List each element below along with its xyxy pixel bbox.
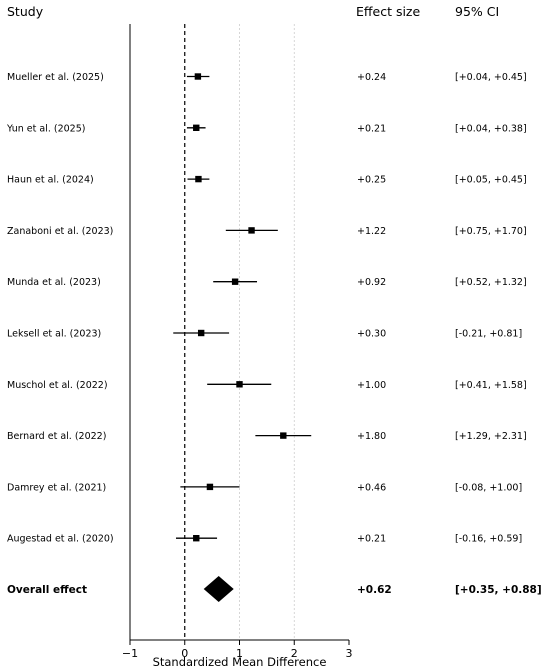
x-axis-ticks: −1 0 1 2 3 — [122, 640, 353, 660]
study-row: Munda et al. (2023) +0.92 [+0.52, +1.32] — [7, 277, 527, 288]
x-tick-label: 2 — [291, 647, 298, 660]
effect-size-value: +0.25 — [357, 175, 386, 186]
ci-column-header: 95% CI — [455, 4, 499, 19]
effect-point-marker — [195, 175, 202, 183]
effect-size-column-header: Effect size — [356, 4, 420, 19]
effect-size-value: +0.46 — [357, 482, 386, 493]
effect-size-value: +1.80 — [357, 431, 386, 442]
x-tick-label: 0 — [181, 647, 188, 660]
effect-point-marker — [248, 227, 255, 234]
study-name: Bernard et al. (2022) — [7, 431, 106, 442]
ci-value: [+0.75, +1.70] — [455, 226, 527, 237]
study-row: Haun et al. (2024) +0.25 [+0.05, +0.45] — [7, 175, 527, 186]
x-axis-title: Standardized Mean Difference — [153, 655, 327, 669]
study-name: Munda et al. (2023) — [7, 277, 101, 288]
study-row: Mueller et al. (2025) +0.24 [+0.04, +0.45] — [7, 72, 527, 83]
effect-size-value: +1.22 — [357, 226, 386, 237]
effect-point-marker — [206, 483, 214, 491]
study-name: Damrey et al. (2021) — [7, 482, 106, 493]
ci-value: [+0.52, +1.32] — [455, 277, 527, 288]
study-name: Zanaboni et al. (2023) — [7, 226, 113, 237]
study-row: Damrey et al. (2021) +0.46 [-0.08, +1.00] — [7, 482, 522, 493]
x-tick-label: 3 — [346, 647, 353, 660]
study-name: Leksell et al. (2023) — [7, 329, 101, 340]
effect-point-marker — [193, 124, 200, 131]
ci-value: [-0.08, +1.00] — [455, 482, 522, 493]
x-tick-label: −1 — [122, 647, 138, 660]
ci-value: [+0.04, +0.38] — [455, 123, 527, 134]
study-name: Mueller et al. (2025) — [7, 72, 104, 83]
effect-size-value: +0.30 — [357, 329, 386, 340]
effect-point-marker — [193, 535, 200, 542]
effect-point-marker — [197, 329, 205, 337]
effect-size-value: +1.00 — [357, 380, 386, 391]
study-row: Zanaboni et al. (2023) +1.22 [+0.75, +1.70… — [7, 226, 527, 237]
overall-effect-label: Overall effect — [7, 584, 87, 596]
overall-effect-size-value: +0.62 — [357, 584, 392, 596]
study-name: Muschol et al. (2022) — [7, 380, 108, 391]
effect-size-value: +0.21 — [357, 123, 386, 134]
ci-value: [+1.29, +2.31] — [455, 431, 527, 442]
study-row: Muschol et al. (2022) +1.00 [+0.41, +1.58] — [7, 380, 527, 391]
study-row: Augestad et al. (2020) +0.21 [-0.16, +0.59… — [7, 534, 522, 545]
effect-point-marker — [236, 381, 243, 388]
study-row: Yun et al. (2025) +0.21 [+0.04, +0.38] — [6, 123, 527, 134]
study-column-header: Study — [7, 4, 44, 19]
study-rows: Mueller et al. (2025) +0.24 [+0.04, +0.45]… — [6, 72, 542, 602]
ci-value: [-0.21, +0.81] — [455, 329, 522, 340]
effect-size-value: +0.92 — [357, 277, 386, 288]
x-tick-label: 1 — [236, 647, 243, 660]
ci-value: [+0.41, +1.58] — [455, 380, 527, 391]
ci-value: [+0.04, +0.45] — [455, 72, 527, 83]
study-name: Haun et al. (2024) — [7, 175, 94, 186]
overall-effect-diamond — [203, 576, 234, 602]
effect-point-marker — [280, 432, 287, 439]
overall-ci-value: [+0.35, +0.88] — [455, 584, 542, 596]
overall-effect-row: Overall effect +0.62 [+0.35, +0.88] — [7, 576, 542, 602]
effect-point-marker — [194, 73, 202, 80]
effect-point-marker — [231, 278, 239, 285]
study-name: Yun et al. (2025) — [6, 123, 85, 134]
effect-size-value: +0.21 — [357, 534, 386, 545]
effect-size-value: +0.24 — [357, 72, 386, 83]
ci-value: [+0.05, +0.45] — [455, 175, 527, 186]
grid-lines — [239, 24, 295, 640]
ci-value: [-0.16, +0.59] — [455, 534, 522, 545]
study-row: Bernard et al. (2022) +1.80 [+1.29, +2.31] — [7, 431, 527, 442]
study-row: Leksell et al. (2023) +0.30 [-0.21, +0.81] — [7, 329, 522, 340]
study-name: Augestad et al. (2020) — [7, 534, 114, 545]
